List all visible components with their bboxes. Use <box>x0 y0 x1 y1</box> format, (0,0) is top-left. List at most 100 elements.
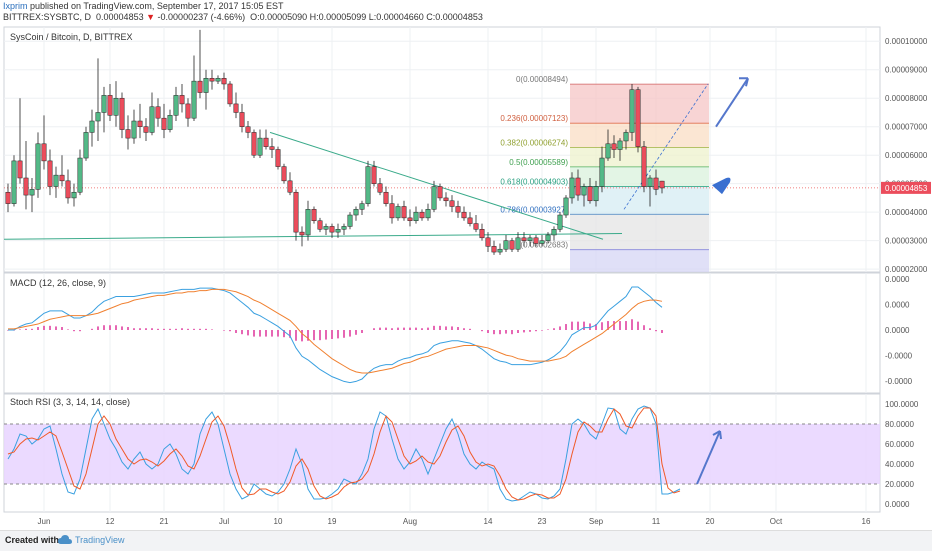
candle-body <box>113 97 119 116</box>
candle-body <box>11 160 17 204</box>
candle-body <box>185 103 191 119</box>
candle-body <box>143 126 149 133</box>
candle-body <box>461 211 467 219</box>
candle-body <box>605 143 611 159</box>
macd-tick-label: 0.0000 <box>885 275 910 284</box>
macd-tick-label: -0.0000 <box>885 352 913 361</box>
up-arrow-annotation <box>715 77 749 128</box>
candle-body <box>299 231 305 236</box>
candle-body <box>371 166 377 184</box>
rsi-panel-title: Stoch RSI (3, 3, 14, 14, close) <box>10 397 130 407</box>
tradingview-link[interactable]: TradingView <box>75 535 125 545</box>
created-with-label: Created with <box>5 535 60 545</box>
candle-body <box>83 132 89 159</box>
candle-body <box>491 246 497 253</box>
candle-body <box>275 149 281 167</box>
candle-body <box>335 229 341 233</box>
dashed-projection-line <box>623 83 709 210</box>
candle-body <box>35 143 41 190</box>
last-price: 0.00004853 <box>96 12 144 22</box>
candle-body <box>545 234 551 241</box>
x-tick-label: 12 <box>106 517 115 526</box>
fib-level-label: 0.5(0.00005589) <box>509 158 568 167</box>
candle-body <box>359 203 365 210</box>
candle-body <box>155 106 161 119</box>
macd-line <box>8 286 663 384</box>
x-tick-label: 14 <box>484 517 493 526</box>
header-line-1: Ixprim published on TradingView.com, Sep… <box>3 1 284 11</box>
rsi-d-line <box>7 407 681 501</box>
published-text: published on TradingView.com, September … <box>27 1 284 11</box>
support-trend-line <box>3 233 623 240</box>
candle-body <box>311 209 317 221</box>
candle-body <box>215 78 221 82</box>
price-tick-label: 0.00007000 <box>885 123 928 132</box>
chart-area[interactable]: 0.00010000 0.00009000 0.00008000 0.00007000… <box>0 0 932 530</box>
candle-body <box>563 197 569 216</box>
candle-body <box>329 226 335 233</box>
candle-body <box>203 78 209 93</box>
candle-body <box>5 191 11 204</box>
last-price-tag-label: 0.00004853 <box>885 184 928 193</box>
candle-body <box>125 129 131 139</box>
candle-body <box>107 95 113 116</box>
price-panel-title: SysCoin / Bitcoin, D, BITTREX <box>10 32 133 42</box>
candle-body <box>131 120 137 139</box>
candle-body <box>161 117 167 130</box>
price-tick-label: 0.00004000 <box>885 208 928 217</box>
candle-body <box>17 160 23 179</box>
candle-body <box>401 206 407 219</box>
rsi-tick-label: 0.0000 <box>885 500 910 509</box>
candle-body <box>635 89 641 147</box>
candle-body <box>167 115 173 130</box>
rsi-band <box>4 424 880 484</box>
up-arrow-head <box>739 77 749 87</box>
rsi-tick-label: 40.0000 <box>885 460 914 469</box>
candle-body <box>515 237 521 250</box>
candle-body <box>101 95 107 113</box>
candle-body <box>287 180 293 193</box>
fib-level-label: 0.786(0.00003927) <box>500 205 568 214</box>
candle-body <box>65 180 71 199</box>
macd-tick-label: 0.0000 <box>885 301 910 310</box>
rsi-tick-label: 80.0000 <box>885 420 914 429</box>
candle-body <box>239 112 245 127</box>
fib-zone <box>570 147 709 167</box>
candle-body <box>353 209 359 216</box>
candle-body <box>179 95 185 105</box>
author-name[interactable]: Ixprim <box>3 1 28 11</box>
rsi-k-line <box>7 405 681 502</box>
fib-level-label: 0.382(0.00006274) <box>500 138 568 147</box>
candle-body <box>623 132 629 142</box>
candle-body <box>569 177 575 199</box>
price-tick-label: 0.00006000 <box>885 151 928 160</box>
candle-body <box>53 174 59 187</box>
x-tick-label: 21 <box>160 517 169 526</box>
candle-body <box>227 83 233 105</box>
candle-body <box>89 120 95 133</box>
signal-line <box>8 288 663 374</box>
candle-body <box>599 157 605 187</box>
rsi-up-arrow-annotation <box>696 430 721 485</box>
x-tick-label: 20 <box>706 517 715 526</box>
candle-body <box>479 229 485 239</box>
candle-body <box>191 80 197 119</box>
candle-body <box>503 240 509 250</box>
candle-body <box>647 177 653 187</box>
candle-body <box>149 106 155 133</box>
cloud-icon <box>58 535 72 544</box>
candle-body <box>173 95 179 116</box>
x-tick-label: Aug <box>403 517 417 526</box>
candle-body <box>497 248 503 253</box>
candle-body <box>29 189 35 196</box>
candle-body <box>377 183 383 193</box>
candle-body <box>629 89 635 133</box>
candle-body <box>119 97 125 130</box>
x-tick-label: 10 <box>274 517 283 526</box>
candle-body <box>77 157 83 193</box>
rsi-tick-label: 60.0000 <box>885 440 914 449</box>
price-tick-label: 0.00009000 <box>885 66 928 75</box>
candle-body <box>527 237 533 241</box>
candle-body <box>425 209 431 219</box>
candle-body <box>575 177 581 196</box>
